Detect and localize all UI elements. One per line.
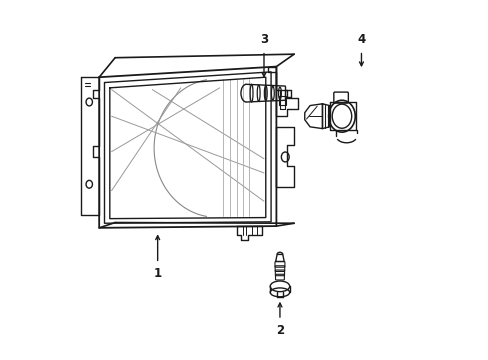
Text: 2: 2 xyxy=(275,324,284,337)
Text: 4: 4 xyxy=(357,33,365,46)
Bar xyxy=(278,96,285,105)
Text: 1: 1 xyxy=(153,267,162,280)
Text: 3: 3 xyxy=(260,33,267,46)
